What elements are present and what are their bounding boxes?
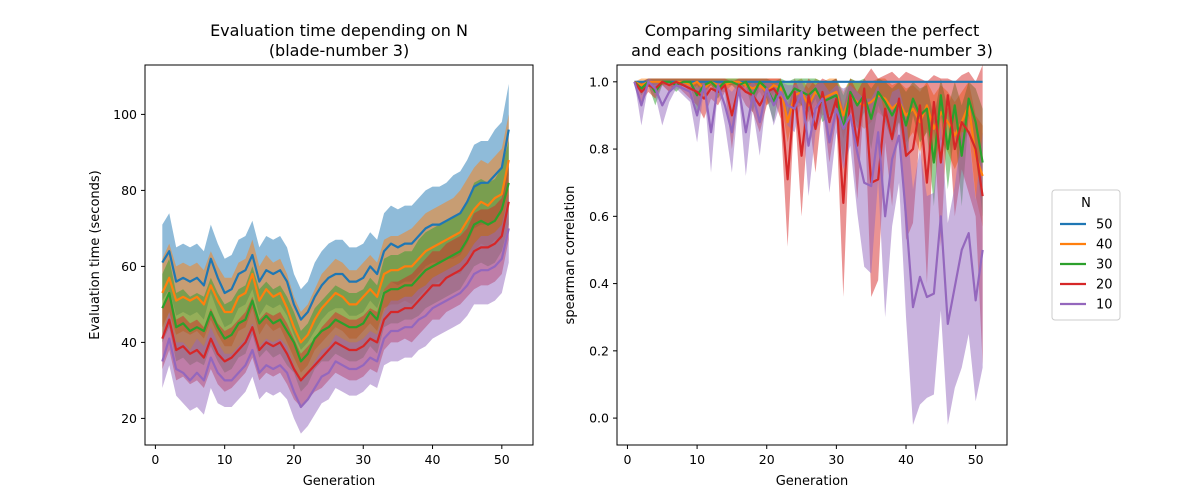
- band-series-10: [162, 194, 509, 434]
- legend: N 50 40 30 20 10: [1051, 189, 1121, 321]
- line-series-40: [161, 159, 510, 344]
- x-tick-label: 30: [355, 452, 371, 467]
- y-tick-label: 0.4: [589, 276, 609, 291]
- y-tick-label: 1.0: [589, 74, 609, 89]
- x-tick-label: 0: [623, 452, 631, 467]
- y-tick-label: 60: [121, 259, 137, 274]
- legend-title: N: [1081, 196, 1091, 211]
- y-tick-label: 0.8: [589, 142, 609, 157]
- line-series-10: [633, 80, 984, 326]
- y-tick-label: 40: [121, 335, 137, 350]
- legend-label-30: 30: [1096, 258, 1113, 273]
- x-tick-label: 10: [217, 452, 233, 467]
- chart-title-line2: (blade-number 3): [269, 41, 409, 60]
- y-tick-label: 0.0: [589, 411, 609, 426]
- line-series-10: [161, 228, 510, 409]
- line-series-20: [633, 80, 984, 204]
- x-tick-label: 40: [898, 452, 914, 467]
- x-tick-label: 20: [286, 452, 302, 467]
- x-tick-label: 50: [494, 452, 510, 467]
- y-tick-label: 100: [113, 107, 137, 122]
- plot-frame: [616, 64, 1008, 446]
- chart-evaluation-time: 0 10 20 30 40 50 20 40 60 80 100 Evaluation time de…: [88, 21, 534, 489]
- legend-label-10: 10: [1096, 298, 1113, 313]
- x-axis-label: Generation: [303, 474, 376, 489]
- line-series-20: [161, 201, 510, 382]
- y-tick-label: 80: [121, 183, 137, 198]
- x-tick-label: 40: [425, 452, 441, 467]
- chart-title-line2: and each positions ranking (blade-number…: [631, 41, 993, 60]
- x-tick-label: 0: [151, 452, 159, 467]
- band-series-10: [634, 78, 983, 425]
- y-tick-label: 20: [121, 411, 137, 426]
- chart-title-line1: Evaluation time depending on N: [210, 21, 468, 40]
- legend-label-20: 20: [1096, 278, 1113, 293]
- y-tick-label: 0.6: [589, 209, 609, 224]
- chart-spearman-correlation: 0 10 20 30 40 50 0.0 0.2 0.4 0.6 0.8 1.0 Comparing s…: [563, 21, 1008, 489]
- legend-box: [1051, 189, 1121, 321]
- line-series-50: [161, 129, 510, 321]
- x-tick-label: 10: [689, 452, 705, 467]
- x-tick-label: 30: [828, 452, 844, 467]
- plot-frame: [144, 64, 534, 446]
- y-tick-label: 0.2: [589, 343, 609, 358]
- x-axis-label: Generation: [776, 474, 849, 489]
- x-tick-label: 20: [759, 452, 775, 467]
- legend-label-40: 40: [1096, 238, 1113, 253]
- legend-label-50: 50: [1096, 218, 1113, 233]
- y-axis-label: spearman correlation: [563, 186, 578, 325]
- chart-title-line1: Comparing similarity between the perfect: [645, 21, 980, 40]
- line-series-30: [161, 182, 510, 363]
- y-axis-label: Evaluation time (seconds): [88, 170, 103, 340]
- x-tick-label: 50: [968, 452, 984, 467]
